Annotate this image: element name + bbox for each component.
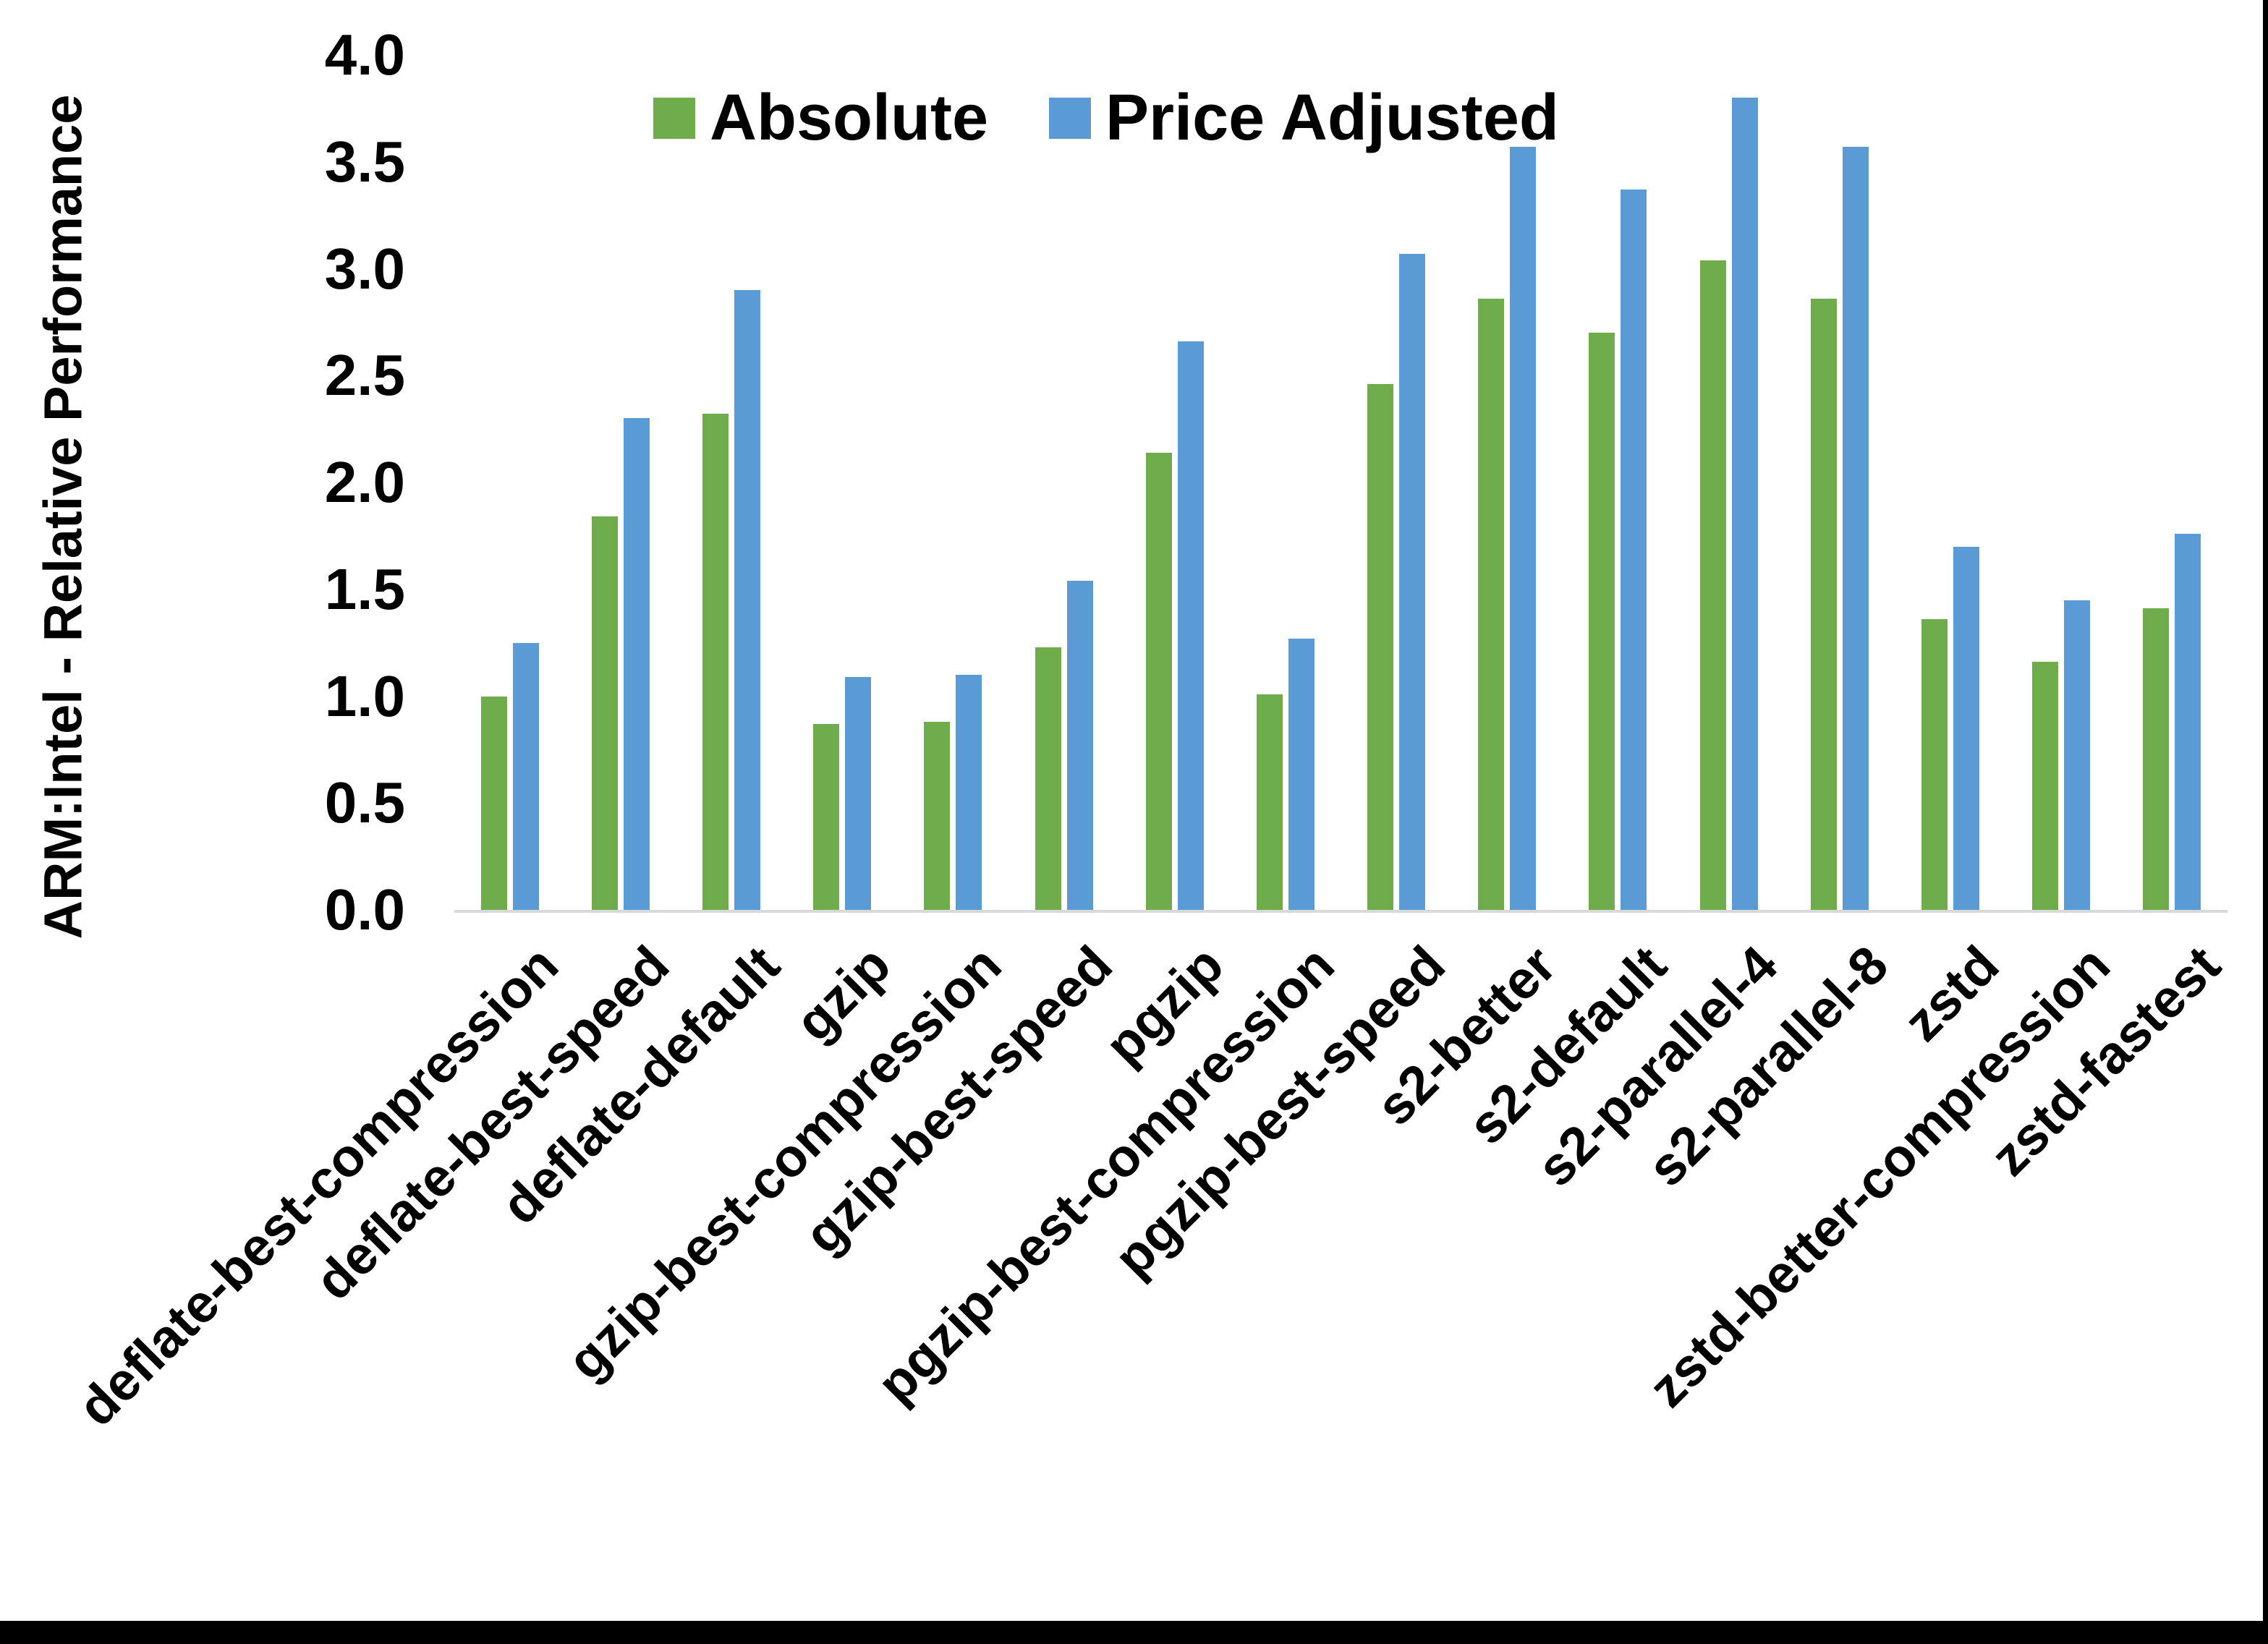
bar-zstd-better-compression-price-adjusted (2064, 600, 2091, 910)
bar-deflate-default-price-adjusted (734, 290, 760, 910)
bar-s2-parallel-4-price-adjusted (1731, 98, 1758, 910)
y-tick-label: 4.0 (324, 22, 405, 87)
bar-s2-parallel-8-absolute (1810, 298, 1837, 910)
bar-s2-parallel-8-price-adjusted (1842, 147, 1869, 910)
bar-zstd-fastest-price-adjusted (2175, 533, 2201, 910)
y-tick-label: 1.0 (324, 663, 405, 728)
bar-zstd-better-compression-absolute (2032, 662, 2059, 910)
legend-swatch-icon (653, 97, 695, 139)
bar-pgzip-best-speed-absolute (1367, 384, 1394, 910)
x-category-label: deflate-best-compression (66, 934, 570, 1438)
bar-gzip-price-adjusted (845, 676, 872, 910)
y-tick-label: 0.5 (324, 770, 405, 835)
legend-label: Price Adjusted (1105, 82, 1559, 154)
legend: Absolute Price Adjusted (653, 85, 1559, 150)
y-tick-label: 1.5 (324, 556, 405, 621)
bar-deflate-best-compression-price-adjusted (512, 642, 539, 910)
bar-s2-parallel-4-absolute (1699, 260, 1726, 910)
bar-zstd-price-adjusted (1953, 546, 1980, 910)
y-tick-label: 3.0 (324, 236, 405, 301)
bar-zstd-fastest-absolute (2143, 608, 2170, 910)
frame-bottom-border (0, 1621, 2268, 1644)
legend-label: Absolute (710, 82, 989, 154)
bar-s2-better-price-adjusted (1510, 147, 1537, 910)
y-axis-title: ARM:Intel - Relative Performance (33, 94, 93, 940)
bar-gzip-absolute (813, 723, 840, 910)
y-tick-label: 3.5 (324, 129, 405, 194)
bar-pgzip-absolute (1145, 452, 1172, 910)
bar-gzip-best-speed-price-adjusted (1066, 580, 1093, 910)
bar-gzip-best-compression-absolute (924, 721, 951, 910)
frame-right-border (2263, 0, 2268, 1644)
bar-s2-default-price-adjusted (1621, 189, 1647, 910)
legend-swatch-icon (1049, 97, 1092, 139)
bar-pgzip-best-compression-price-adjusted (1288, 638, 1314, 910)
bar-pgzip-best-speed-price-adjusted (1399, 253, 1426, 910)
bar-deflate-best-compression-absolute (480, 696, 507, 910)
bar-zstd-absolute (1921, 619, 1948, 910)
legend-item: Price Adjusted (1049, 85, 1559, 150)
bar-gzip-best-compression-price-adjusted (956, 674, 982, 910)
bar-s2-default-absolute (1589, 333, 1615, 910)
bar-s2-better-absolute (1478, 298, 1505, 910)
y-tick-label: 2.5 (324, 343, 405, 408)
bar-gzip-best-speed-absolute (1035, 647, 1061, 910)
bar-deflate-best-speed-price-adjusted (623, 418, 650, 910)
x-axis-line (454, 910, 2227, 913)
bar-deflate-best-speed-absolute (591, 516, 618, 910)
legend-item: Absolute (653, 85, 988, 150)
y-tick-label: 2.0 (324, 450, 405, 514)
bar-pgzip-best-compression-absolute (1256, 694, 1283, 910)
y-tick-label: 0.0 (324, 877, 405, 942)
bar-deflate-default-absolute (702, 414, 729, 910)
bar-pgzip-price-adjusted (1177, 341, 1204, 910)
